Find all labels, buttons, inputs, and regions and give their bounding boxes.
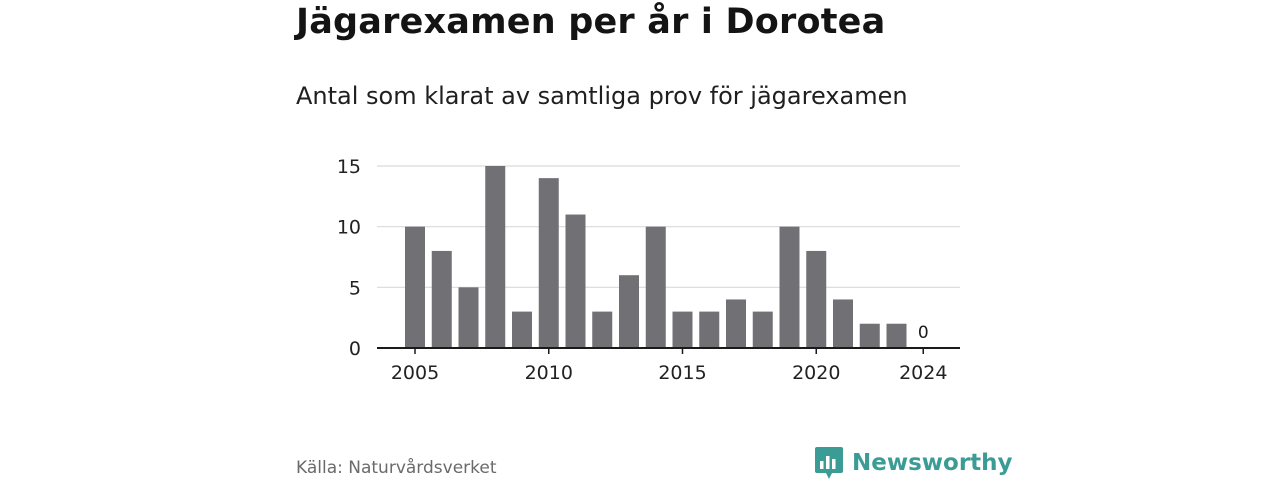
bar [485,166,506,348]
bar [886,323,907,348]
bar [726,299,746,348]
brand-logo: Newsworthy [814,446,1013,480]
bar [458,287,479,348]
y-tick-label: 15 [337,156,361,178]
bar [672,311,693,348]
bar [431,250,452,348]
x-tick-label: 2010 [525,362,573,384]
bar [833,299,853,348]
y-tick-label: 5 [349,277,361,299]
bar [859,323,880,348]
bar [405,226,425,348]
x-tick-label: 2024 [899,362,947,384]
bar [779,226,800,348]
bar [592,311,613,348]
x-tick-label: 2005 [391,362,439,384]
x-tick-label: 2020 [792,362,840,384]
x-tick-label: 2015 [658,362,706,384]
source-note: Källa: Naturvårdsverket [296,458,497,478]
y-tick-label: 10 [337,217,361,239]
bar [619,275,639,348]
bar [565,214,586,348]
bar-chart-speech-bubble-icon [815,447,843,479]
bar [512,311,532,348]
data-label: 0 [918,323,929,343]
bar [538,178,559,348]
brand-name: Newsworthy [852,450,1013,476]
chart-subtitle: Antal som klarat av samtliga prov för jä… [296,82,908,110]
bar [699,311,720,348]
bar [645,226,666,348]
chart-title: Jägarexamen per år i Dorotea [296,2,886,42]
bar [806,250,827,348]
bar [752,311,773,348]
y-tick-label: 0 [349,338,361,360]
